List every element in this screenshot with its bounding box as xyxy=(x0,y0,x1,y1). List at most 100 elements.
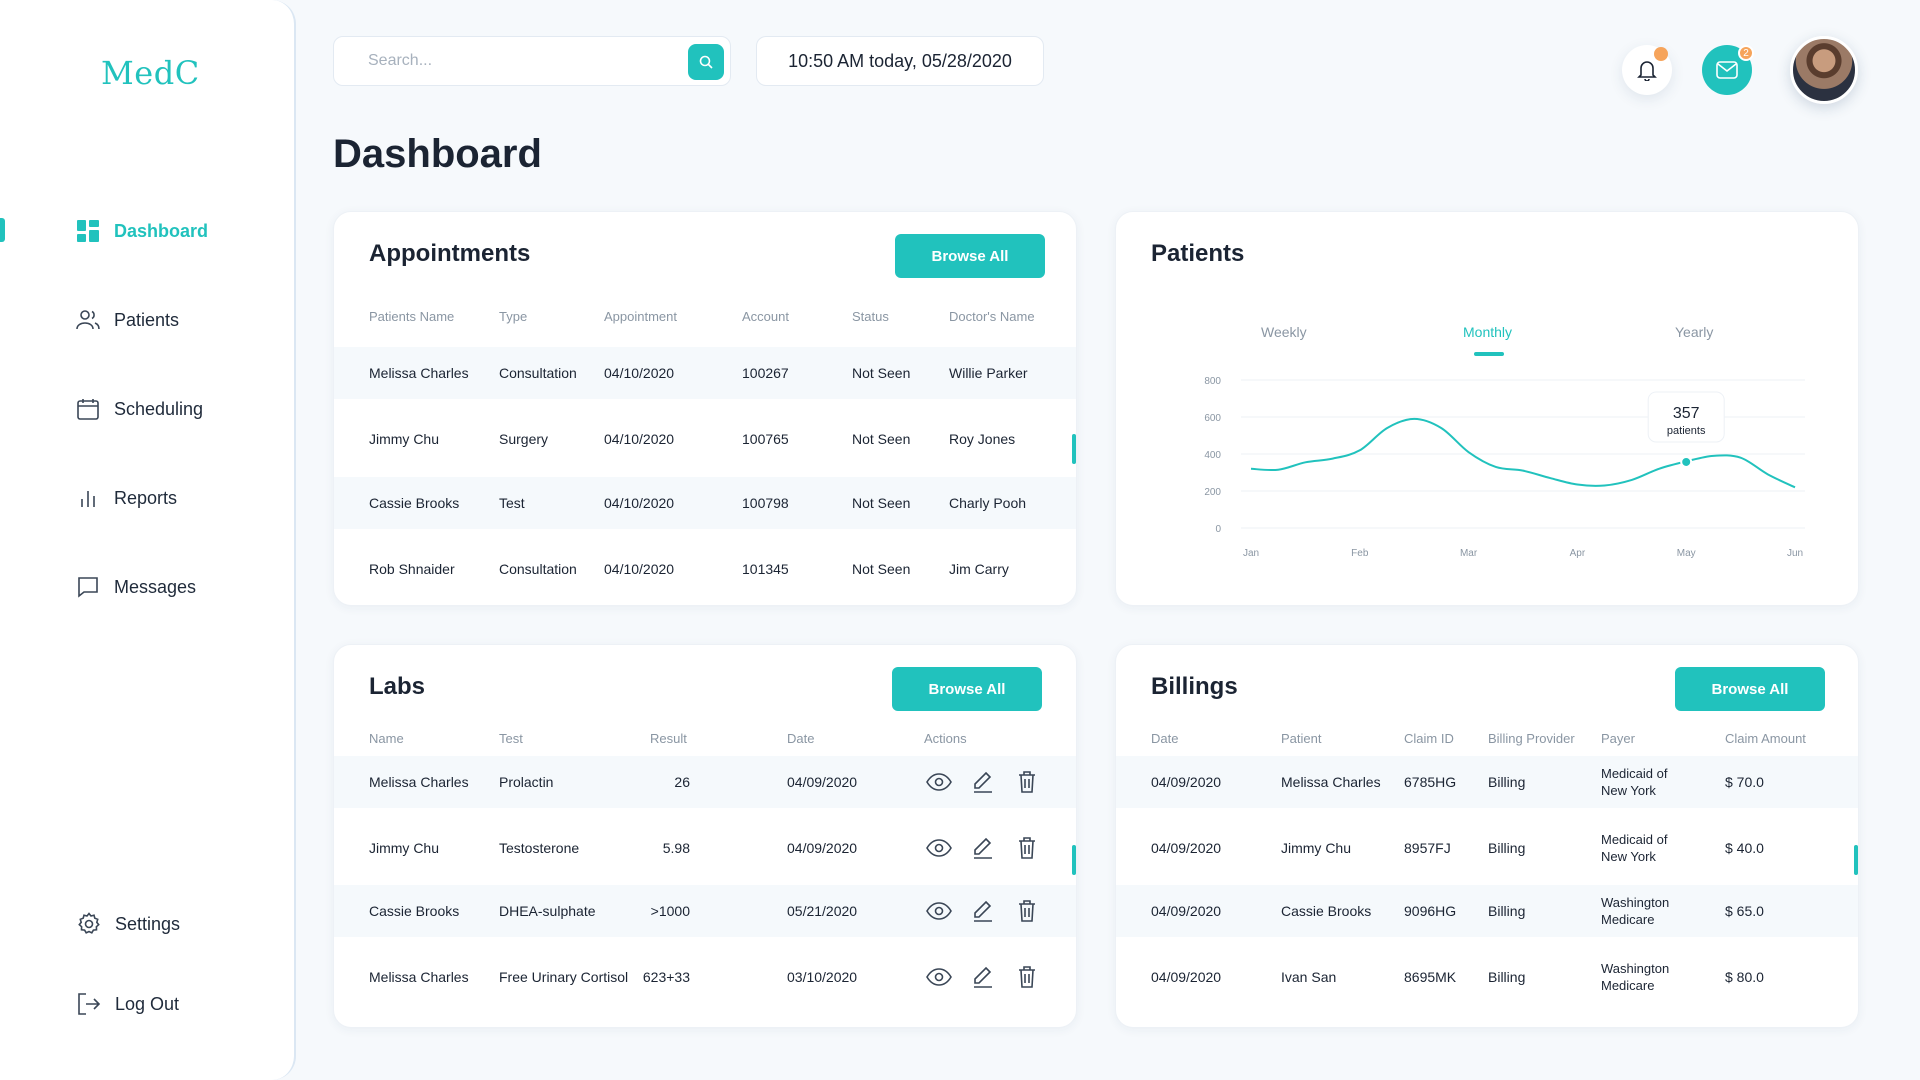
delete-icon[interactable] xyxy=(1014,898,1040,924)
sidebar-item-label: Reports xyxy=(114,487,178,508)
view-icon[interactable] xyxy=(926,898,952,924)
view-icon[interactable] xyxy=(926,835,952,861)
dashboard-icon xyxy=(76,219,100,243)
cell-account: 100267 xyxy=(742,365,789,381)
patients-line-chart: 0 200 400 600 800 Jan Feb Mar Apr May Jun 357 patien… xyxy=(1204,376,1805,559)
table-row[interactable]: Rob Shnaider Consultation 04/10/2020 101… xyxy=(334,543,1076,595)
edit-icon[interactable] xyxy=(970,769,996,795)
mail-icon xyxy=(1716,61,1738,79)
page-title: Dashboard xyxy=(333,132,542,176)
cell-date: 04/09/2020 xyxy=(1151,840,1222,856)
appointments-title: Appointments xyxy=(369,240,531,267)
cell-patient: Rob Shnaider xyxy=(369,561,455,577)
y-tick-label: 800 xyxy=(1204,376,1221,387)
sidebar-item-label: Patients xyxy=(114,309,180,330)
delete-icon[interactable] xyxy=(1014,769,1040,795)
column-header: Actions xyxy=(924,731,967,746)
mail-badge: 2 xyxy=(1738,45,1754,61)
table-row[interactable]: Cassie Brooks Test 04/10/2020 100798 Not… xyxy=(334,477,1076,529)
delete-icon[interactable] xyxy=(1014,964,1040,990)
mail-button[interactable]: 2 xyxy=(1702,45,1754,95)
delete-icon[interactable] xyxy=(1014,835,1040,861)
cell-appointment: 04/10/2020 xyxy=(604,561,675,577)
sidebar-item-patients[interactable]: Patients xyxy=(76,300,179,340)
cell-provider: Billing xyxy=(1488,903,1526,919)
labs-title: Labs xyxy=(369,673,426,700)
avatar[interactable] xyxy=(1790,36,1858,104)
edit-icon[interactable] xyxy=(970,835,996,861)
patients-card: Patients Weekly Monthly Yearly 0 200 400 60… xyxy=(1115,211,1859,606)
column-header: Date xyxy=(787,731,815,746)
cell-patient: Melissa Charles xyxy=(1281,774,1381,790)
scrollbar-thumb[interactable] xyxy=(1072,845,1076,875)
sidebar-item-messages[interactable]: Messages xyxy=(76,567,196,607)
brand-logo[interactable]: MedC xyxy=(101,54,200,92)
cell-amount: $ 70.0 xyxy=(1725,774,1764,790)
labs-browse-all-button[interactable]: Browse All xyxy=(892,667,1042,711)
cell-payer: Washington Medicare xyxy=(1601,961,1670,993)
cell-patient: Melissa Charles xyxy=(369,365,469,381)
cell-name: Melissa Charles xyxy=(369,774,469,790)
cell-status: Not Seen xyxy=(852,495,911,511)
tab-weekly[interactable]: Weekly xyxy=(1261,324,1307,340)
y-tick-label: 200 xyxy=(1204,487,1221,498)
edit-icon[interactable] xyxy=(970,898,996,924)
table-row[interactable]: Melissa Charles Free Urinary Cortisol 623+… xyxy=(334,951,1076,1003)
table-row[interactable]: 04/09/2020 Jimmy Chu 8957FJ Billing Medicaid… xyxy=(1116,822,1858,874)
cell-test: Prolactin xyxy=(499,774,554,790)
table-row[interactable]: 04/09/2020 Ivan San 8695MK Billing Washingto… xyxy=(1116,951,1858,1003)
y-tick-label: 400 xyxy=(1204,450,1221,461)
table-row[interactable]: 04/09/2020 Melissa Charles 6785HG Billing Me… xyxy=(1116,756,1858,808)
sidebar-item-dashboard[interactable]: Dashboard xyxy=(76,211,208,251)
cell-date: 03/10/2020 xyxy=(787,969,858,985)
cell-result: 623+33 xyxy=(642,969,690,985)
cell-status: Not Seen xyxy=(852,561,911,577)
view-icon[interactable] xyxy=(926,769,952,795)
tab-yearly[interactable]: Yearly xyxy=(1675,324,1714,340)
column-header: Test xyxy=(499,731,523,746)
sidebar-item-logout[interactable]: Log Out xyxy=(77,984,179,1024)
sidebar-item-reports[interactable]: Reports xyxy=(76,478,177,518)
column-header: Patients Name xyxy=(369,309,455,324)
table-row[interactable]: Melissa Charles Consultation 04/10/2020 … xyxy=(334,347,1076,399)
cell-status: Not Seen xyxy=(852,431,911,447)
sidebar-item-label: Messages xyxy=(114,576,197,597)
search-button[interactable] xyxy=(688,44,724,80)
column-header: Claim ID xyxy=(1404,731,1454,746)
billings-browse-all-button[interactable]: Browse All xyxy=(1675,667,1825,711)
table-row[interactable]: Jimmy Chu Testosterone 5.98 04/09/2020 xyxy=(334,822,1076,874)
cell-date: 04/09/2020 xyxy=(1151,903,1222,919)
cell-test: Testosterone xyxy=(499,840,580,856)
column-header: Payer xyxy=(1601,731,1635,746)
cell-claim-id: 8957FJ xyxy=(1404,840,1451,856)
table-row[interactable]: Jimmy Chu Surgery 04/10/2020 100765 Not … xyxy=(334,413,1076,465)
active-nav-indicator xyxy=(0,218,5,242)
cell-test: DHEA-sulphate xyxy=(499,903,596,919)
table-row[interactable]: Cassie Brooks DHEA-sulphate >1000 05/21/202… xyxy=(334,885,1076,937)
message-icon xyxy=(76,575,100,599)
cell-doctor: Jim Carry xyxy=(949,561,1009,577)
column-header: Status xyxy=(852,309,889,324)
sidebar-item-settings[interactable]: Settings xyxy=(77,904,180,944)
scrollbar-thumb[interactable] xyxy=(1854,845,1858,875)
appointments-browse-all-button[interactable]: Browse All xyxy=(895,234,1045,278)
column-header: Appointment xyxy=(604,309,677,324)
sidebar: MedC Dashboard Patients Scheduling Repor… xyxy=(0,0,296,1080)
cell-account: 101345 xyxy=(742,561,789,577)
table-row[interactable]: 04/09/2020 Cassie Brooks 9096HG Billing Wash… xyxy=(1116,885,1858,937)
sidebar-item-scheduling[interactable]: Scheduling xyxy=(76,389,203,429)
bar-chart-icon xyxy=(76,486,100,510)
cell-doctor: Charly Pooh xyxy=(949,495,1027,511)
cell-date: 04/09/2020 xyxy=(787,774,858,790)
table-row[interactable]: Melissa Charles Prolactin 26 04/09/2020 xyxy=(334,756,1076,808)
datetime-display: 10:50 AM today, 05/28/2020 xyxy=(756,36,1044,86)
notifications-button[interactable] xyxy=(1622,45,1672,95)
scrollbar-thumb[interactable] xyxy=(1072,434,1076,464)
tab-monthly[interactable]: Monthly xyxy=(1463,324,1513,340)
cell-date: 05/21/2020 xyxy=(787,903,858,919)
view-icon[interactable] xyxy=(926,964,952,990)
search-input[interactable] xyxy=(368,52,668,70)
edit-icon[interactable] xyxy=(970,964,996,990)
sidebar-item-label: Settings xyxy=(115,913,181,934)
cell-date: 04/09/2020 xyxy=(1151,969,1222,985)
